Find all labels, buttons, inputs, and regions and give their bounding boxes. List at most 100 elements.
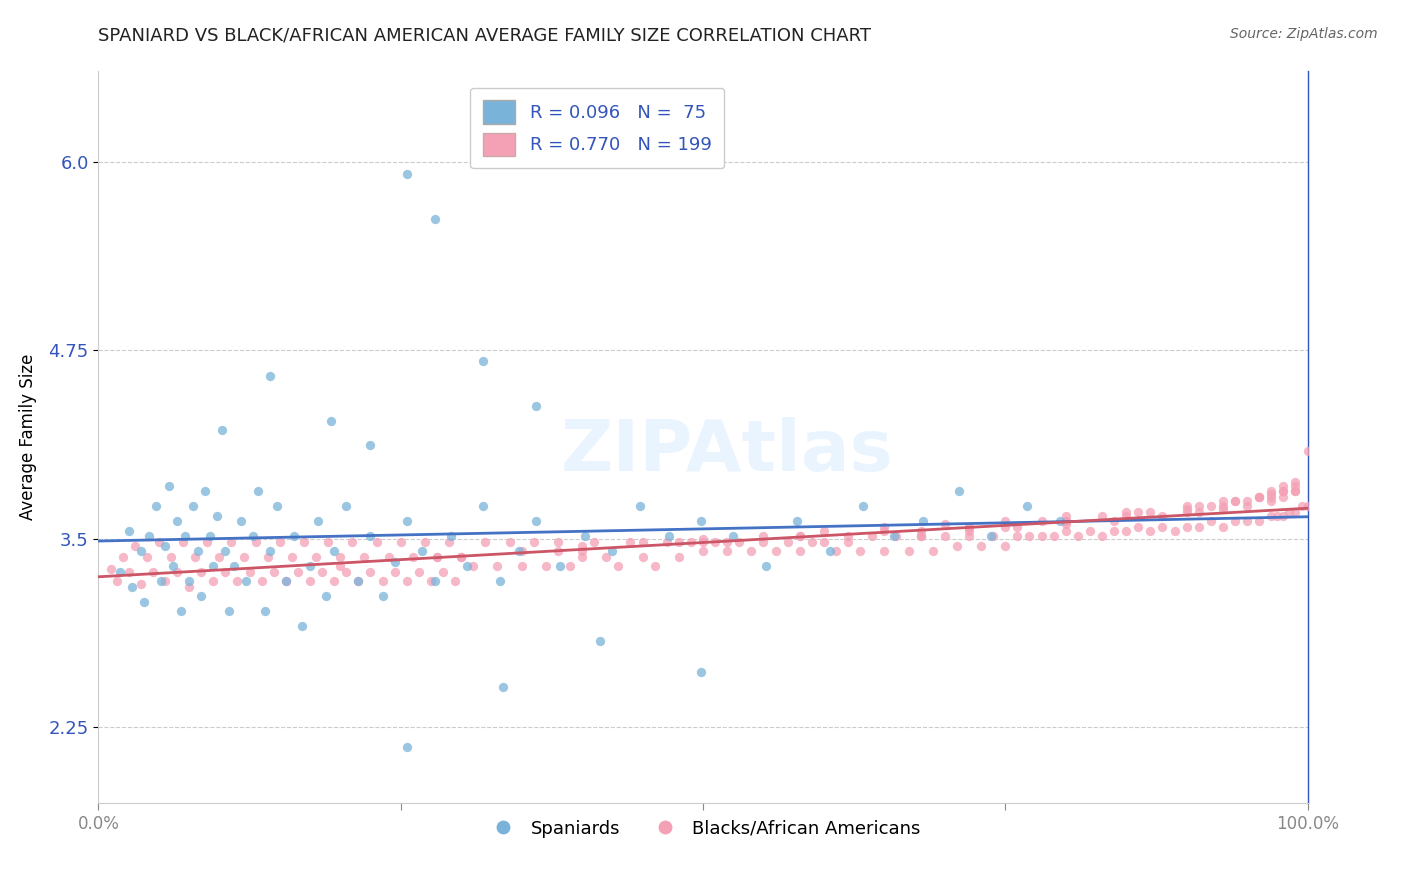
Point xyxy=(221,535,243,549)
Point xyxy=(1291,499,1313,513)
Point xyxy=(194,483,217,498)
Point xyxy=(994,520,1017,534)
Point xyxy=(1296,444,1319,458)
Point xyxy=(534,559,557,574)
Point xyxy=(474,535,496,549)
Point xyxy=(214,565,236,579)
Point xyxy=(689,665,711,679)
Point xyxy=(1223,494,1246,508)
Point xyxy=(202,574,225,588)
Point xyxy=(1054,514,1077,528)
Point xyxy=(689,514,711,528)
Point xyxy=(1054,516,1077,531)
Point xyxy=(1128,505,1150,519)
Point xyxy=(366,535,388,549)
Point xyxy=(420,574,443,588)
Point xyxy=(1284,483,1306,498)
Point xyxy=(166,514,188,528)
Point xyxy=(432,565,454,579)
Point xyxy=(789,529,811,543)
Point xyxy=(492,680,515,694)
Point xyxy=(287,565,309,579)
Point xyxy=(256,549,278,564)
Point xyxy=(800,535,823,549)
Point xyxy=(1139,524,1161,539)
Point xyxy=(1278,505,1301,519)
Point xyxy=(1152,520,1174,534)
Point xyxy=(547,535,569,549)
Point xyxy=(723,529,745,543)
Point xyxy=(269,535,291,549)
Point xyxy=(153,574,176,588)
Point xyxy=(589,634,612,648)
Point xyxy=(523,535,546,549)
Point xyxy=(100,562,122,576)
Point xyxy=(1249,490,1271,504)
Point xyxy=(786,514,808,528)
Point xyxy=(118,565,141,579)
Point xyxy=(353,549,375,564)
Point xyxy=(1272,490,1295,504)
Point xyxy=(755,559,778,574)
Point xyxy=(1296,499,1319,513)
Point xyxy=(1007,529,1029,543)
Point xyxy=(658,529,681,543)
Point xyxy=(471,499,494,513)
Point xyxy=(245,535,267,549)
Point xyxy=(179,574,201,588)
Point xyxy=(1284,483,1306,498)
Point xyxy=(1188,505,1211,519)
Point xyxy=(1260,494,1282,508)
Point xyxy=(305,549,328,564)
Point xyxy=(994,540,1017,554)
Point xyxy=(187,544,209,558)
Point xyxy=(222,559,245,574)
Point xyxy=(440,529,463,543)
Point xyxy=(1249,490,1271,504)
Point xyxy=(776,535,799,549)
Point xyxy=(1212,494,1234,508)
Point xyxy=(160,549,183,564)
Point xyxy=(211,423,233,437)
Point xyxy=(1236,514,1258,528)
Point xyxy=(184,549,207,564)
Point xyxy=(498,535,520,549)
Legend: Spaniards, Blacks/African Americans: Spaniards, Blacks/African Americans xyxy=(478,813,928,845)
Text: ZIPAtlas: ZIPAtlas xyxy=(561,417,893,486)
Point xyxy=(1031,529,1053,543)
Point xyxy=(655,535,678,549)
Point xyxy=(456,559,478,574)
Point xyxy=(1018,529,1040,543)
Point xyxy=(283,529,305,543)
Point xyxy=(1236,499,1258,513)
Point xyxy=(789,544,811,558)
Point xyxy=(1015,499,1038,513)
Point xyxy=(1031,514,1053,528)
Point xyxy=(148,535,170,549)
Point xyxy=(1115,505,1137,519)
Point xyxy=(395,574,418,588)
Point xyxy=(360,529,382,543)
Point xyxy=(395,167,418,181)
Point xyxy=(873,520,896,534)
Point xyxy=(1199,514,1222,528)
Point xyxy=(886,529,908,543)
Point xyxy=(752,529,775,543)
Point xyxy=(921,544,943,558)
Point xyxy=(377,549,399,564)
Point xyxy=(274,574,297,588)
Point xyxy=(789,529,811,543)
Point xyxy=(290,619,312,633)
Point xyxy=(1115,509,1137,524)
Point xyxy=(437,535,460,549)
Point xyxy=(205,509,228,524)
Point xyxy=(980,529,1002,543)
Point xyxy=(1049,514,1071,528)
Point xyxy=(981,529,1004,543)
Point xyxy=(1260,490,1282,504)
Point xyxy=(235,574,257,588)
Point xyxy=(463,559,485,574)
Point xyxy=(1163,524,1185,539)
Point xyxy=(825,544,848,558)
Point xyxy=(134,595,156,609)
